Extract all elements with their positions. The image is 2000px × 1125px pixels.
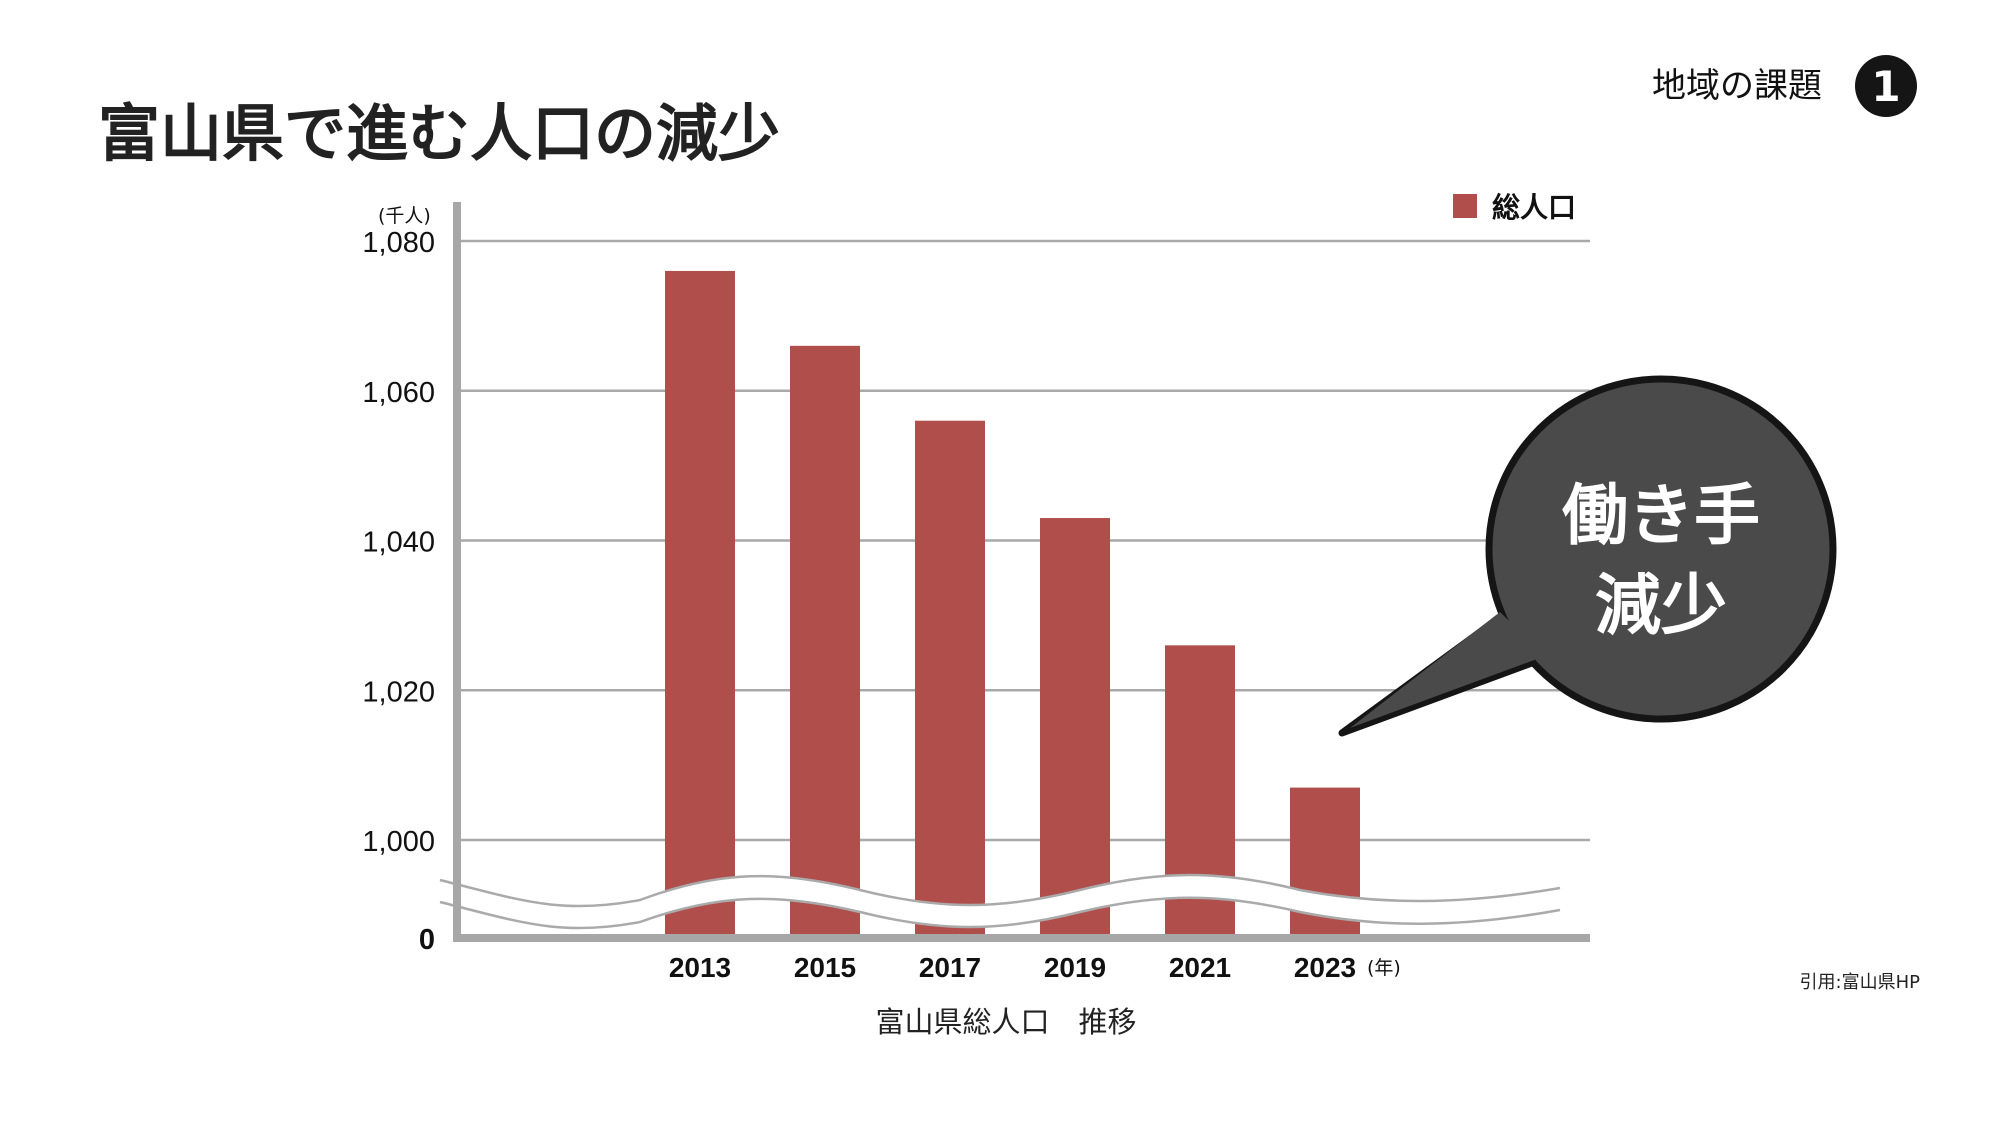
y-tick-label: 1,020 [362,676,435,708]
y-tick-label: 1,040 [362,527,435,559]
x-axis-label: 富山県総人口 推移 [875,1005,1136,1039]
legend-label: 総人口 [1492,191,1576,224]
axis-break-line [439,873,1561,908]
bubble-line-2: 減少 [1595,567,1727,644]
axis-break-band [440,875,1560,929]
axis-break-line [439,896,1561,930]
citation: 引用:富山県HP [1800,972,1921,993]
y-tick-label: 1,000 [362,826,435,858]
topic-number-badge [1855,55,1917,117]
bar-2017 [915,420,985,934]
y-tick-label: 1,060 [362,377,435,409]
x-tick-label: 2017 [919,952,981,983]
x-tick-label: 2013 [669,952,731,983]
page-title: 富山県で進む人口の減少 [98,97,780,170]
y-axis-unit: (千人) [378,205,431,227]
gridlines [457,239,1590,842]
bar-2013 [665,270,735,934]
x-axis-unit: (年) [1367,957,1401,979]
x-tick-labels: 2013 2015 2017 2019 2021 2023 [669,952,1356,983]
bars [665,270,1360,934]
y-tick-label: 0 [419,924,435,956]
x-tick-label: 2021 [1169,952,1231,983]
bar-2019 [1040,518,1110,934]
speech-bubble: 働き手 減少 [1338,375,1837,737]
topic-number: 1 [1871,62,1900,111]
bubble-line-1: 働き手 [1562,477,1760,554]
y-tick-label: 1,080 [362,227,435,259]
bar-2015 [790,345,860,934]
x-tick-label: 2015 [794,952,856,983]
x-tick-label: 2023 [1294,952,1356,983]
legend-swatch [1453,194,1477,218]
y-tick-labels: 0 1,000 1,020 1,040 1,060 1,080 [362,227,435,956]
topic-label: 地域の課題 [1652,66,1822,106]
x-tick-label: 2019 [1044,952,1106,983]
